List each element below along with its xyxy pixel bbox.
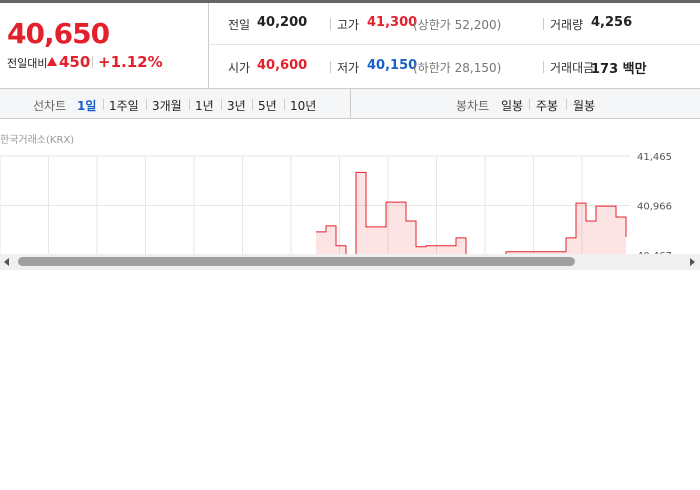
y-tick-label: 41,465 [637, 152, 672, 163]
period-tab[interactable]: 1년 [195, 99, 214, 113]
separator [252, 99, 253, 110]
scroll-right[interactable] [689, 257, 697, 267]
period-tab[interactable]: 10년 [290, 99, 317, 113]
top-border [0, 0, 700, 3]
stat-label: 거래량 [550, 18, 584, 32]
period-tab[interactable]: 3년 [227, 99, 246, 113]
scroll-thumb[interactable] [18, 257, 575, 266]
candle-tab[interactable]: 월봉 [573, 99, 596, 113]
change: 450 [59, 53, 91, 71]
stat-label: 거래대금 [550, 61, 595, 75]
separator [543, 18, 544, 30]
stat-label: 시가 [228, 61, 251, 75]
stat-label: 전일 [228, 18, 251, 32]
candle-tab[interactable]: 주봉 [536, 99, 559, 113]
separator [330, 61, 331, 73]
y-tick-label: 40,467 [637, 251, 672, 262]
separator [146, 99, 147, 110]
divider [208, 3, 209, 88]
separator [103, 99, 104, 110]
separator [92, 56, 93, 68]
change-pct: +1.12% [98, 53, 163, 71]
tab-label: 봉차트 [456, 99, 490, 113]
separator [529, 99, 530, 110]
stat-note: (상한가 52,200) [413, 18, 502, 32]
separator [566, 99, 567, 110]
stat-value: 173 백만 [591, 62, 647, 77]
price-area [316, 172, 626, 254]
price-line [316, 171, 627, 254]
stat-value: 40,200 [257, 15, 308, 30]
plot: 41,465 40,966 40,467 [0, 152, 672, 262]
stat-value: 4,256 [591, 15, 633, 30]
scroll-left[interactable] [3, 257, 11, 267]
stat-value: 40,150 [367, 58, 418, 73]
divider [208, 44, 700, 45]
current-price: 40,650 [7, 17, 110, 50]
stat-label: 고가 [337, 18, 360, 32]
candle-tab[interactable]: 일봉 [501, 99, 524, 113]
stat-label: 저가 [337, 61, 360, 75]
separator [189, 99, 190, 110]
stat-value: 40,600 [257, 58, 308, 73]
tab-label: 선차트 [33, 99, 67, 113]
source: 한국거래소(KRX) [0, 135, 75, 146]
period-tab[interactable]: 1주일 [109, 99, 139, 113]
stat-value: 41,300 [367, 15, 418, 30]
chart: 41,465 40,966 40,467 [0, 152, 672, 262]
separator [221, 99, 222, 110]
period-tab[interactable]: 3개월 [152, 99, 182, 113]
period-tab[interactable]: 5년 [258, 99, 277, 113]
period-tab[interactable]: 1일 [77, 99, 97, 113]
y-tick-label: 40,966 [637, 202, 672, 213]
change-label: 전일대비 [7, 57, 48, 70]
separator [330, 18, 331, 30]
divider [350, 89, 351, 118]
separator [284, 99, 285, 110]
stat-note: (하한가 28,150) [413, 61, 502, 75]
up-icon [47, 57, 57, 66]
separator [543, 61, 544, 73]
